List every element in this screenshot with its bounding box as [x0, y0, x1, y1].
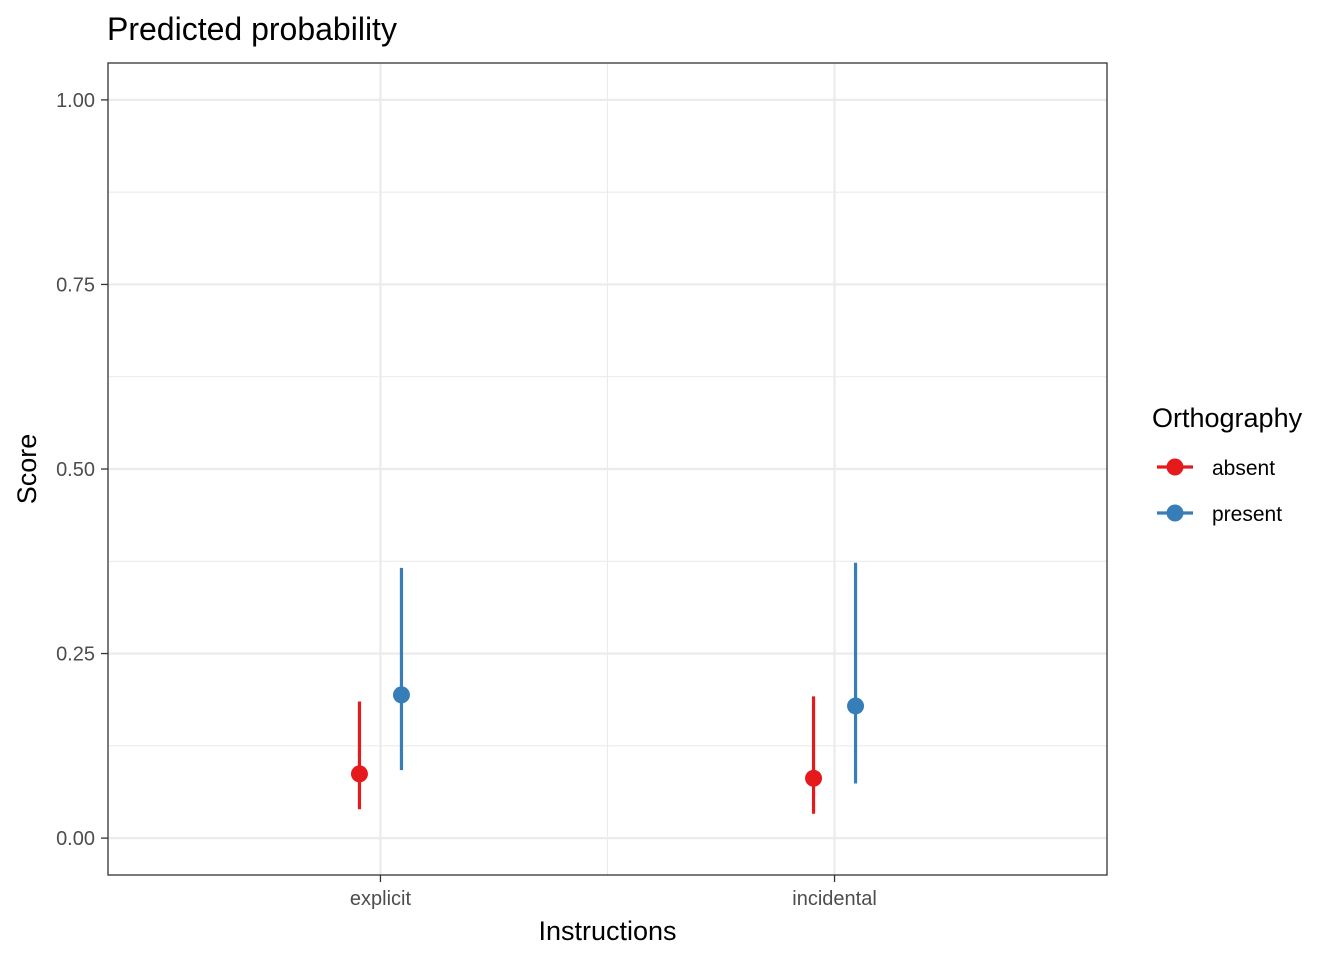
y-tick-label: 0.75: [56, 274, 95, 296]
point-absent-explicit: [350, 765, 368, 783]
point-absent-incidental: [805, 769, 823, 787]
legend-label: present: [1212, 503, 1282, 526]
y-tick-label: 1.00: [56, 90, 95, 112]
y-axis: 0.00 0.25 0.50 0.75 1.00: [56, 90, 108, 850]
y-tick-label: 0.25: [56, 644, 95, 666]
legend-key-point: [1166, 504, 1184, 522]
x-axis-title: Instructions: [538, 916, 676, 946]
legend: Orthography absent present: [1152, 403, 1303, 526]
point-present-incidental: [847, 697, 865, 715]
legend-item-absent: absent: [1157, 457, 1275, 480]
y-axis-title: Score: [12, 434, 42, 505]
y-tick-label: 0.50: [56, 459, 95, 481]
x-axis: explicit incidental: [350, 875, 877, 910]
legend-title: Orthography: [1152, 403, 1303, 433]
x-tick-label-incidental: incidental: [792, 888, 877, 910]
y-tick-label: 0.00: [56, 828, 95, 850]
data-marks: [350, 562, 865, 814]
x-tick-label-explicit: explicit: [350, 888, 412, 910]
point-present-explicit: [392, 686, 410, 704]
legend-key-point: [1166, 458, 1184, 476]
legend-item-present: present: [1157, 503, 1282, 526]
major-grid: [108, 63, 1107, 875]
chart-title: Predicted probability: [107, 11, 397, 47]
legend-label: absent: [1212, 457, 1275, 480]
